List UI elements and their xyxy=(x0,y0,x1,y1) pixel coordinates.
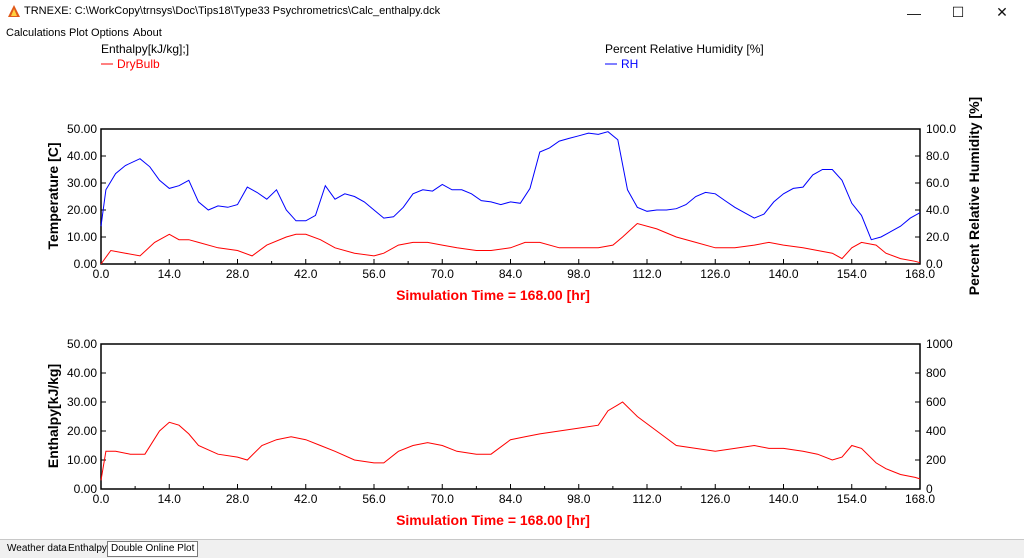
legend-drybulb-label: DryBulb xyxy=(117,57,160,71)
y-tick-label: 40.00 xyxy=(67,366,97,380)
x-tick-label: 70.0 xyxy=(431,267,455,281)
chart2-frame xyxy=(100,343,921,490)
y2-tick-label: 800 xyxy=(926,366,946,380)
series-line-drybulb xyxy=(100,222,921,265)
x-tick-label: 112.0 xyxy=(632,267,661,281)
x-tick-label: 112.0 xyxy=(632,492,661,506)
x-tick-label: 168.0 xyxy=(905,267,935,281)
x-tick-label: 140.0 xyxy=(768,267,798,281)
chart1-axes: 0.0 14.0 28.0 42.0 56.0 70.0 84.0 98.0 112.0 126.… xyxy=(67,122,956,281)
y-tick-label: 0.00 xyxy=(74,257,98,271)
menu-plot-options[interactable]: Plot Options xyxy=(69,27,129,39)
menu-calculations[interactable]: Calculations xyxy=(6,27,66,39)
y-tick-label: 40.00 xyxy=(67,149,97,163)
y-tick-label: 50.00 xyxy=(67,122,97,136)
legend-rh-label: RH xyxy=(621,57,638,71)
chart1-y2label: Percent Relative Humidity [%] xyxy=(966,97,982,295)
menu-bar: Calculations Plot Options About xyxy=(0,25,1024,41)
y-tick-label: 20.00 xyxy=(67,424,97,438)
y2-tick-label: 40.0 xyxy=(926,203,950,217)
tab-double-online-plot[interactable]: Double Online Plot xyxy=(107,541,199,557)
y2-tick-label: 200 xyxy=(926,453,946,467)
y2-tick-label: 100.0 xyxy=(926,122,956,136)
y2-tick-label: 20.0 xyxy=(926,230,950,244)
y-tick-label: 20.00 xyxy=(67,203,97,217)
chart2-series xyxy=(100,401,921,481)
x-tick-label: 42.0 xyxy=(294,492,318,506)
x-tick-label: 168.0 xyxy=(905,492,935,506)
x-tick-label: 98.0 xyxy=(567,492,591,506)
y2-tick-label: 0 xyxy=(926,482,933,496)
chart2-ylabel: Enthalpy[kJ/kg] xyxy=(45,364,61,468)
plot-tab-bar: Weather data Enthalpy Double Online Plot xyxy=(0,539,1024,558)
x-tick-label: 70.0 xyxy=(431,492,455,506)
window-title: TRNEXE: C:\WorkCopy\trnsys\Doc\Tips18\Ty… xyxy=(24,5,441,17)
chart1-series xyxy=(100,131,921,265)
close-button[interactable]: ✕ xyxy=(996,4,1008,20)
x-tick-label: 140.0 xyxy=(768,492,798,506)
series-line-rh xyxy=(100,131,921,241)
x-tick-label: 56.0 xyxy=(362,267,386,281)
legend-left-title: Enthalpy[kJ/kg];] xyxy=(101,42,189,56)
x-tick-label: 14.0 xyxy=(158,492,182,506)
x-tick-label: 28.0 xyxy=(226,267,250,281)
series-line-enthalpy xyxy=(100,401,921,481)
y-tick-label: 30.00 xyxy=(67,176,97,190)
window-titlebar: TRNEXE: C:\WorkCopy\trnsys\Doc\Tips18\Ty… xyxy=(0,0,1024,25)
y2-tick-label: 1000 xyxy=(926,337,953,351)
tab-enthalpy[interactable]: Enthalpy xyxy=(68,543,107,554)
x-tick-label: 56.0 xyxy=(362,492,386,506)
x-tick-label: 126.0 xyxy=(700,492,730,506)
y2-tick-label: 0.0 xyxy=(926,257,943,271)
maximize-button[interactable]: ☐ xyxy=(951,4,965,20)
y-tick-label: 10.00 xyxy=(67,453,97,467)
chart2-xlabel: Simulation Time = 168.00 [hr] xyxy=(396,512,590,528)
x-tick-label: 0.0 xyxy=(93,492,110,506)
y-tick-label: 50.00 xyxy=(67,337,97,351)
x-tick-label: 14.0 xyxy=(158,267,182,281)
x-tick-label: 98.0 xyxy=(567,267,591,281)
chart1-xlabel: Simulation Time = 168.00 [hr] xyxy=(396,287,590,303)
plot-canvas: Enthalpy[kJ/kg];] DryBulb Percent Relati… xyxy=(45,42,982,528)
y2-tick-label: 600 xyxy=(926,395,946,409)
x-tick-label: 154.0 xyxy=(837,492,867,506)
y-tick-label: 0.00 xyxy=(74,482,98,496)
x-tick-label: 154.0 xyxy=(837,267,867,281)
x-tick-label: 42.0 xyxy=(294,267,318,281)
chart2-axes: 0.0 14.0 28.0 42.0 56.0 70.0 84.0 98.0 112.0 126.… xyxy=(67,337,953,506)
minimize-button[interactable]: — xyxy=(907,4,921,21)
x-tick-label: 0.0 xyxy=(93,267,110,281)
y-tick-label: 30.00 xyxy=(67,395,97,409)
x-tick-label: 84.0 xyxy=(499,492,523,506)
y2-tick-label: 400 xyxy=(926,424,946,438)
plot-area: Enthalpy[kJ/kg];] DryBulb Percent Relati… xyxy=(0,41,1024,539)
chart1-frame xyxy=(100,128,921,265)
y2-tick-label: 80.0 xyxy=(926,149,950,163)
tab-weather-data[interactable]: Weather data xyxy=(7,543,67,554)
x-tick-label: 28.0 xyxy=(226,492,250,506)
y2-tick-label: 60.0 xyxy=(926,176,950,190)
x-tick-label: 84.0 xyxy=(499,267,523,281)
y-tick-label: 10.00 xyxy=(67,230,97,244)
chart1-ylabel: Temperature [C] xyxy=(45,142,61,249)
trnsys-app-icon xyxy=(8,5,20,17)
x-tick-label: 126.0 xyxy=(700,267,730,281)
legend-right-title: Percent Relative Humidity [%] xyxy=(605,42,764,56)
menu-about[interactable]: About xyxy=(133,27,162,39)
